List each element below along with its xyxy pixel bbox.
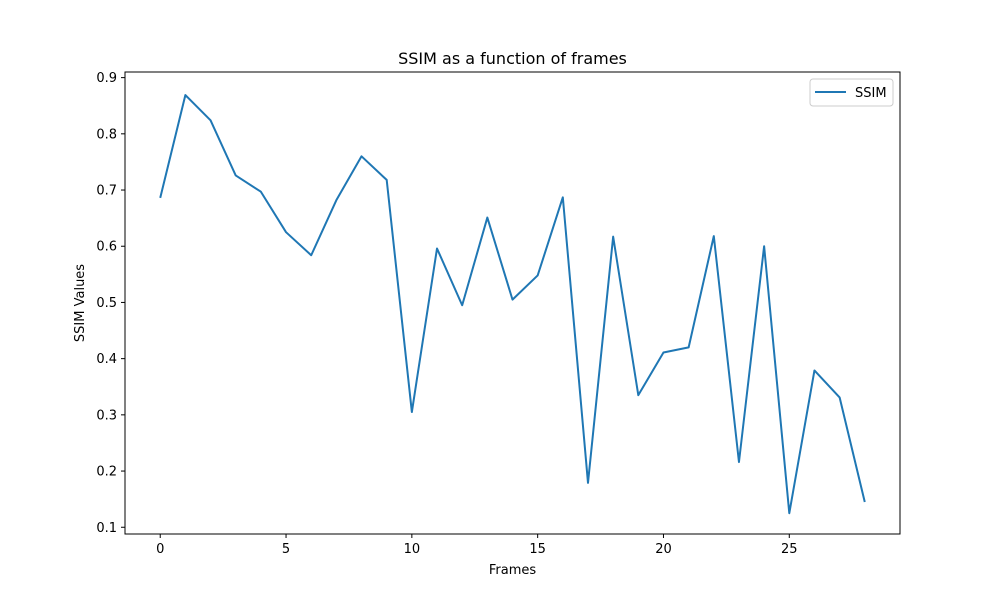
y-tick-label: 0.7 (96, 184, 117, 199)
x-tick-label: 5 (282, 542, 290, 557)
y-tick-label: 0.4 (96, 352, 117, 367)
x-tick-label: 10 (404, 542, 421, 557)
y-tick-label: 0.1 (96, 521, 117, 536)
series-line-ssim (159, 94, 866, 515)
x-axis-title: Frames (489, 563, 537, 578)
plot-area-frame (124, 71, 901, 535)
y-tick-label: 0.9 (96, 71, 117, 86)
chart-title: SSIM as a function of frames (398, 49, 627, 68)
x-tick-label: 25 (781, 542, 798, 557)
legend: SSIM (809, 78, 894, 107)
y-tick-label: 0.2 (96, 465, 117, 480)
x-tick-label: 20 (655, 542, 672, 557)
x-tick-label: 0 (156, 542, 164, 557)
y-tick-label: 0.6 (96, 240, 117, 255)
ticks-layer: 0 5 10 15 20 25 0.1 0.2 0.3 0.4 0.5 0.6 0.7 0.8 0.9 (96, 71, 797, 557)
y-axis-title: SSIM Values (73, 264, 88, 342)
y-tick-label: 0.3 (96, 408, 117, 423)
y-tick-label: 0.8 (96, 127, 117, 142)
legend-label-ssim: SSIM (855, 86, 887, 101)
series-layer (159, 94, 866, 515)
x-tick-label: 15 (529, 542, 546, 557)
legend-box (809, 78, 894, 107)
y-tick-label: 0.5 (96, 296, 117, 311)
